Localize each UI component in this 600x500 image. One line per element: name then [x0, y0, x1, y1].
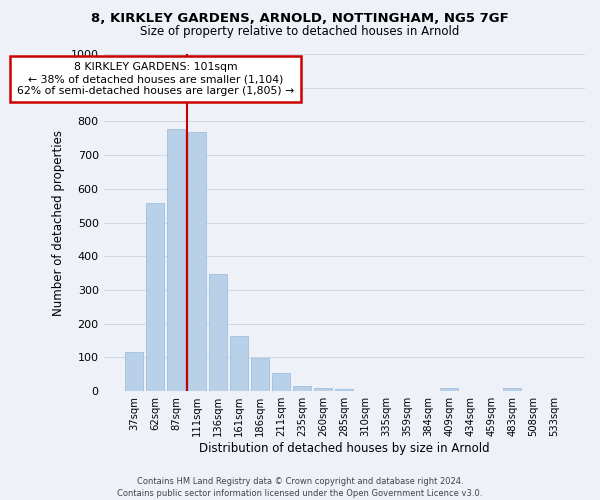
Bar: [230, 336, 248, 391]
Text: Size of property relative to detached houses in Arnold: Size of property relative to detached ho…: [140, 25, 460, 38]
Bar: [293, 386, 311, 391]
Bar: [209, 274, 227, 391]
Y-axis label: Number of detached properties: Number of detached properties: [52, 130, 65, 316]
Bar: [167, 129, 185, 391]
Bar: [146, 204, 164, 391]
Text: 8 KIRKLEY GARDENS: 101sqm
← 38% of detached houses are smaller (1,104)
62% of se: 8 KIRKLEY GARDENS: 101sqm ← 38% of detac…: [17, 62, 294, 96]
Bar: [503, 388, 521, 391]
Text: Contains HM Land Registry data © Crown copyright and database right 2024.
Contai: Contains HM Land Registry data © Crown c…: [118, 476, 482, 498]
Bar: [272, 372, 290, 391]
Bar: [335, 388, 353, 391]
Bar: [440, 388, 458, 391]
Bar: [314, 388, 332, 391]
Text: 8, KIRKLEY GARDENS, ARNOLD, NOTTINGHAM, NG5 7GF: 8, KIRKLEY GARDENS, ARNOLD, NOTTINGHAM, …: [91, 12, 509, 26]
Bar: [251, 358, 269, 391]
X-axis label: Distribution of detached houses by size in Arnold: Distribution of detached houses by size …: [199, 442, 490, 455]
Bar: [188, 132, 206, 391]
Bar: [125, 352, 143, 391]
